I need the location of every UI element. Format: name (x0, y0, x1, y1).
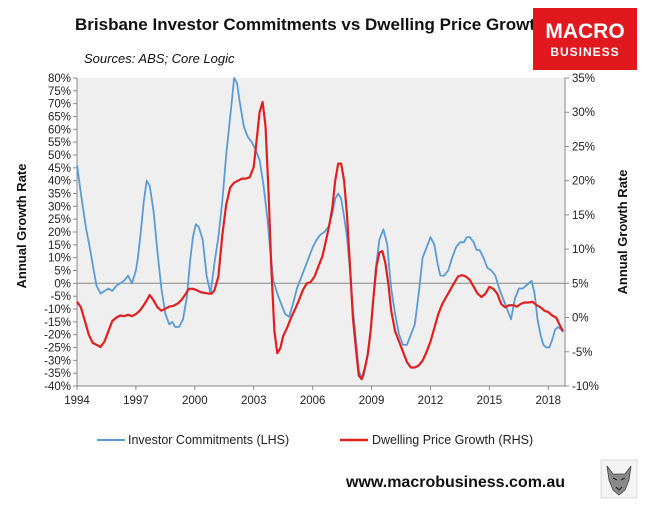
right-tick-label: 10% (572, 244, 595, 256)
x-tick-label: 1994 (64, 395, 90, 407)
logo-line2: BUSINESS (550, 45, 619, 59)
legend-label-investor-commitments: Investor Commitments (LHS) (128, 433, 289, 447)
x-tick-label: 2015 (477, 395, 503, 407)
website-url: www.macrobusiness.com.au (345, 474, 565, 491)
right-axis-title: Annual Growth Rate (615, 170, 630, 295)
right-tick-label: 15% (572, 210, 595, 222)
legend-label-dwelling-price-growth: Dwelling Price Growth (RHS) (372, 433, 533, 447)
right-axis-ticks: 35% 30% 25% 20% 15% 10% 5% 0% -5% -10% (565, 73, 599, 393)
right-tick-label: 25% (572, 141, 595, 153)
right-tick-label: 20% (572, 176, 595, 188)
left-tick-label: 45% (48, 163, 71, 175)
x-axis-ticks: 1994 1997 2000 2003 2006 2009 2012 2015 2018 (64, 386, 561, 407)
x-tick-label: 2003 (241, 395, 267, 407)
right-tick-label: -10% (572, 381, 599, 393)
left-tick-label: -20% (44, 330, 71, 342)
left-tick-label: -25% (44, 343, 71, 355)
chart-title: Brisbane Investor Commitments vs Dwellin… (75, 15, 545, 34)
right-tick-label: 30% (572, 107, 595, 119)
left-tick-label: 55% (48, 137, 71, 149)
left-tick-label: -30% (44, 355, 71, 367)
left-tick-label: -40% (44, 381, 71, 393)
left-tick-label: 5% (54, 266, 71, 278)
logo-background (533, 8, 637, 70)
right-tick-label: 35% (572, 73, 595, 85)
left-tick-label: 35% (48, 189, 71, 201)
left-tick-label: -35% (44, 368, 71, 380)
left-tick-label: -10% (44, 304, 71, 316)
right-tick-label: 5% (572, 278, 589, 290)
left-tick-label: -15% (44, 317, 71, 329)
left-axis-ticks: 80%75%70%65%60%55%50%45%40%35%30%25%20%1… (44, 73, 77, 393)
left-tick-label: 80% (48, 73, 71, 85)
left-tick-label: 40% (48, 176, 71, 188)
right-tick-label: 0% (572, 313, 589, 325)
left-tick-label: -5% (51, 291, 71, 303)
left-tick-label: 65% (48, 112, 71, 124)
x-tick-label: 2012 (418, 395, 444, 407)
left-tick-label: 15% (48, 240, 71, 252)
wolf-head-icon (600, 459, 638, 499)
x-tick-label: 2006 (300, 395, 326, 407)
chart-subtitle: Sources: ABS; Core Logic (84, 51, 235, 66)
left-tick-label: 50% (48, 150, 71, 162)
left-tick-label: 70% (48, 99, 71, 111)
x-tick-label: 2000 (182, 395, 208, 407)
x-tick-label: 2018 (536, 395, 562, 407)
dwelling-price-growth-line (76, 100, 564, 381)
macro-business-logo: MACRO BUSINESS (533, 8, 637, 70)
x-tick-label: 1997 (123, 395, 149, 407)
plot-area (77, 78, 565, 386)
left-axis-title: Annual Growth Rate (14, 164, 29, 289)
legend: Investor Commitments (LHS) Dwelling Pric… (97, 433, 533, 447)
right-tick-label: -5% (572, 347, 592, 359)
x-tick-label: 2009 (359, 395, 385, 407)
logo-line1: MACRO (545, 20, 624, 43)
left-tick-label: 0% (54, 278, 71, 290)
left-tick-label: 30% (48, 201, 71, 213)
left-tick-label: 20% (48, 227, 71, 239)
left-tick-label: 25% (48, 214, 71, 226)
left-tick-label: 75% (48, 86, 71, 98)
left-tick-label: 10% (48, 253, 71, 265)
left-tick-label: 60% (48, 124, 71, 136)
